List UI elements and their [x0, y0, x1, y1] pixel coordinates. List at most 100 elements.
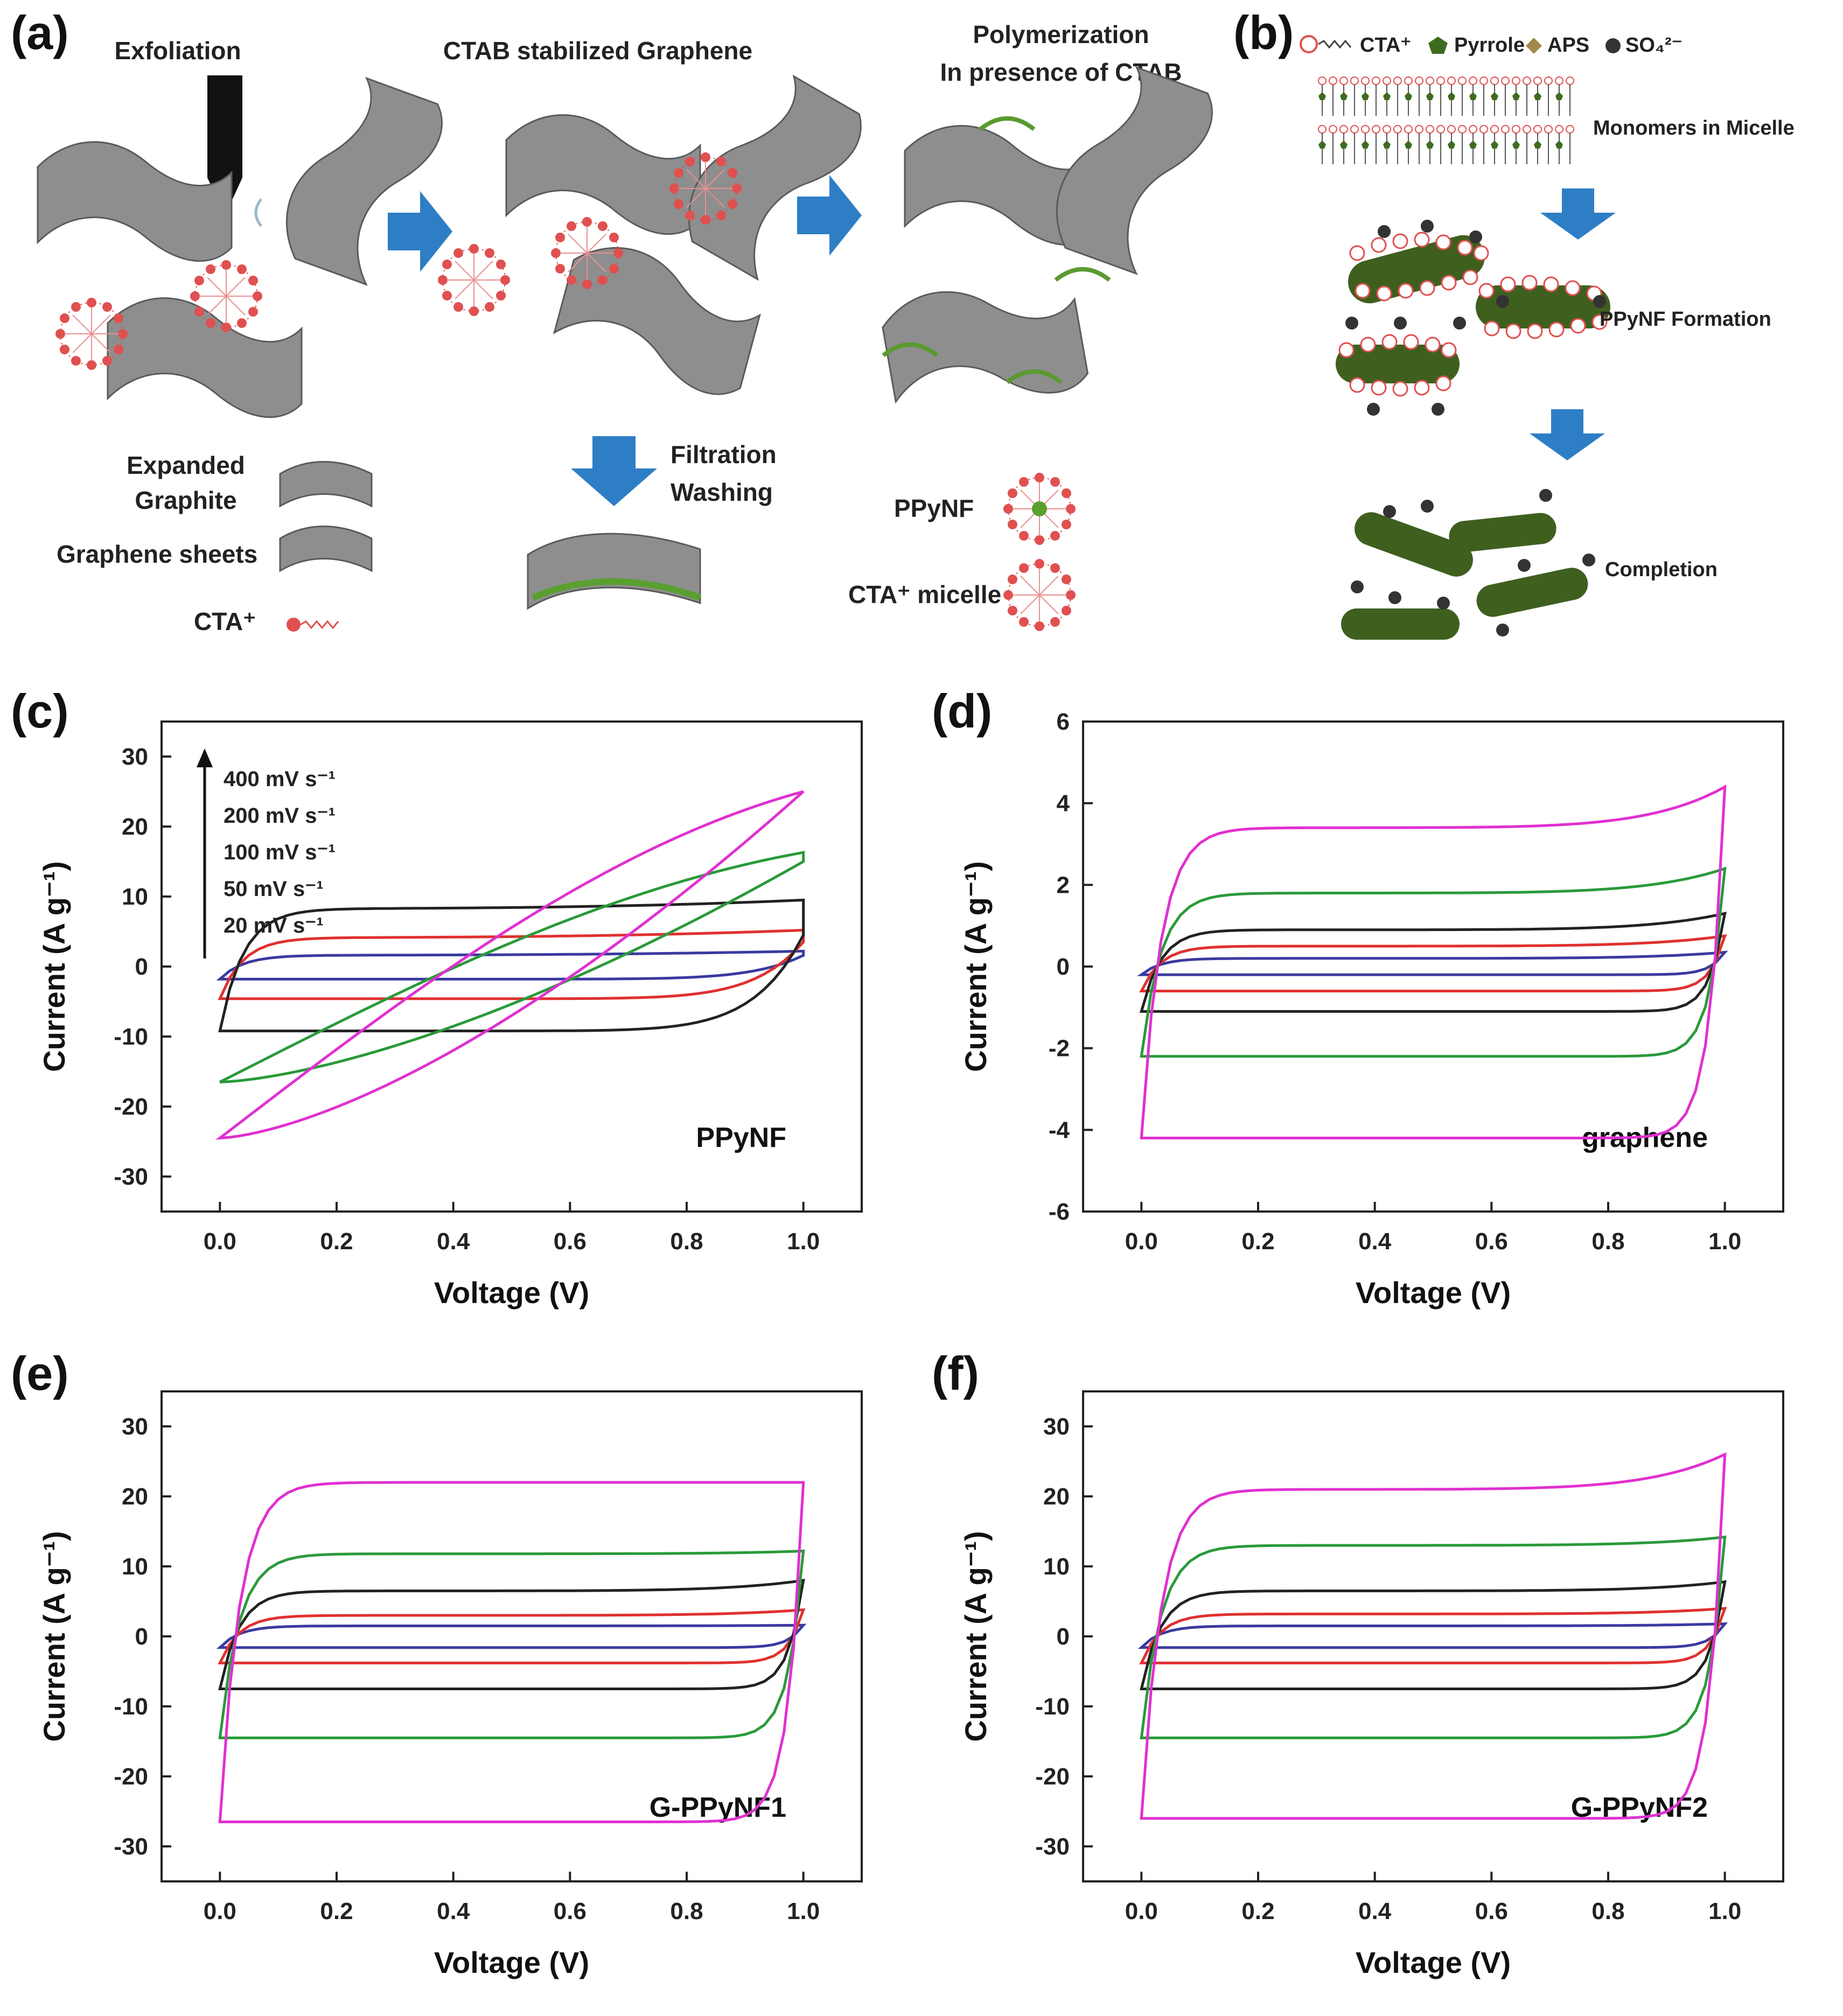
stage-arrow-icon [1530, 409, 1605, 460]
y-tick-label: 2 [1057, 872, 1070, 898]
legend-scan-rate: 200 mV s⁻¹ [224, 804, 336, 828]
panel-label-a: (a) [11, 6, 69, 59]
y-tick-label: 30 [122, 1413, 148, 1440]
step-ctab-label: CTAB stabilized Graphene [443, 37, 752, 65]
y-tick-label: -30 [114, 1164, 148, 1190]
legend-scan-rate: 20 mV s⁻¹ [224, 914, 324, 937]
x-tick-label: 1.0 [1708, 1898, 1741, 1924]
x-tick-label: 1.0 [1708, 1228, 1741, 1255]
legend-cta-icon [287, 618, 301, 632]
legend-cta-micelle-icon [1003, 558, 1076, 632]
cv-curve-0 [1137, 950, 1728, 976]
cv-curve-2 [218, 1579, 805, 1690]
so4-particles-icon [1351, 489, 1595, 636]
cv-curve-1 [1139, 934, 1727, 992]
x-tick-label: 0.4 [1358, 1898, 1392, 1924]
step-polymerization-label: Polymerization [973, 20, 1149, 48]
cv-curve-4 [1140, 1452, 1727, 1820]
legend-so4-label: SO₄²⁻ [1625, 34, 1683, 57]
legend-cta-micelle-label: CTA⁺ micelle [848, 580, 1001, 608]
ppynf-rod-icon [1336, 235, 1610, 383]
legend-pyrrole-icon [1428, 37, 1448, 54]
cv-curve-1 [1139, 1607, 1727, 1664]
x-tick-label: 0.2 [320, 1898, 353, 1924]
step-exfoliation-label: Exfoliation [114, 37, 241, 65]
y-tick-label: -2 [1049, 1035, 1070, 1062]
legend-graphite-label: Graphite [135, 486, 236, 514]
legend-cta-icon [1300, 35, 1318, 53]
stage-monomers-label: Monomers in Micelle [1593, 117, 1795, 139]
x-tick-label: 0.4 [437, 1228, 470, 1255]
cv-curve-1 [218, 928, 805, 1000]
cv-curve-3 [1140, 1535, 1727, 1739]
x-tick-label: 0.0 [1125, 1898, 1158, 1924]
y-tick-label: 20 [1043, 1483, 1070, 1510]
y-tick-label: 6 [1057, 709, 1070, 735]
sonication-probe-icon [207, 75, 242, 215]
x-tick-label: 0.8 [670, 1228, 703, 1255]
y-axis-title: Current (A g⁻¹) [37, 1531, 71, 1741]
legend-aps-label: APS [1547, 34, 1589, 57]
legend-scan-rate: 400 mV s⁻¹ [224, 767, 336, 791]
cv-curve-3 [218, 1549, 805, 1739]
x-axis-title: Voltage (V) [434, 1276, 589, 1310]
x-tick-label: 0.4 [437, 1898, 470, 1924]
legend-expanded-graphite-icon [279, 461, 373, 508]
cv-curve-2 [1140, 1580, 1727, 1690]
schematic-a: Exfoliation CTAB stabilized Graphene Pol… [37, 20, 1221, 635]
stage-completion-label: Completion [1605, 558, 1718, 581]
sample-annotation: PPyNF [696, 1122, 786, 1153]
cv-curve-4 [1140, 785, 1727, 1139]
y-tick-label: -20 [114, 1763, 148, 1790]
x-tick-label: 0.8 [1591, 1898, 1624, 1924]
x-tick-label: 0.6 [1475, 1898, 1508, 1924]
cv-curve-4 [218, 1481, 805, 1823]
panel-label-c: (c) [11, 684, 69, 738]
panel-label-b: (b) [1233, 6, 1294, 59]
y-tick-label: 0 [1057, 1623, 1070, 1650]
composite-sheet-icon [527, 533, 701, 610]
filtration-arrow-icon [571, 436, 657, 506]
y-tick-label: 0 [135, 1623, 148, 1650]
stage-arrow-icon [1540, 188, 1616, 240]
y-tick-label: -30 [1035, 1833, 1070, 1860]
y-axis-title: Current (A g⁻¹) [959, 861, 993, 1072]
y-tick-label: 20 [122, 814, 148, 840]
y-axis-title: Current (A g⁻¹) [959, 1531, 993, 1741]
legend-graphene-label: Graphene sheets [57, 540, 257, 568]
x-tick-label: 0.0 [204, 1228, 236, 1255]
panel-label-e: (e) [11, 1347, 69, 1400]
y-tick-label: 30 [1043, 1413, 1070, 1440]
y-tick-label: -4 [1049, 1117, 1070, 1143]
graphite-sheet-icon [107, 297, 303, 418]
x-tick-label: 0.8 [1591, 1228, 1624, 1255]
process-arrow-icon [797, 175, 862, 256]
micelle-bilayer-icon [1317, 75, 1581, 170]
y-tick-label: -6 [1049, 1199, 1070, 1225]
cv-curve-0 [1137, 1622, 1728, 1649]
completed-nanofiber-icon [1341, 512, 1588, 640]
scan-rate-arrowhead [197, 748, 213, 767]
chart-panel-d: 0.0 0.2 0.4 0.6 0.8 1.0 -6 -4 -2 0 2 4 6 Voltage (V) C… [959, 709, 1784, 1310]
cv-curve-0 [216, 1623, 807, 1649]
y-tick-label: -10 [114, 1693, 148, 1720]
cv-curve-4 [215, 790, 805, 1140]
x-tick-label: 0.2 [1241, 1898, 1274, 1924]
cv-curve-2 [218, 898, 805, 1033]
x-axis-title: Voltage (V) [1356, 1945, 1511, 1979]
cv-curve-0 [216, 949, 805, 981]
x-axis-title: Voltage (V) [434, 1945, 589, 1979]
y-tick-label: 20 [122, 1483, 148, 1510]
legend-cta-label: CTA⁺ [1360, 34, 1411, 57]
y-tick-label: -20 [1035, 1763, 1070, 1790]
y-tick-label: 10 [1043, 1553, 1070, 1580]
graphite-sheet-icon [37, 141, 233, 262]
panel-label-f: (f) [932, 1347, 979, 1400]
x-tick-label: 0.0 [204, 1898, 236, 1924]
y-tick-label: -10 [1035, 1693, 1070, 1720]
x-tick-label: 0.6 [554, 1228, 587, 1255]
legend-pyrrole-label: Pyrrole [1454, 34, 1525, 57]
y-tick-label: -20 [114, 1094, 148, 1120]
cv-curve-3 [1140, 866, 1727, 1058]
x-tick-label: 0.2 [320, 1228, 353, 1255]
